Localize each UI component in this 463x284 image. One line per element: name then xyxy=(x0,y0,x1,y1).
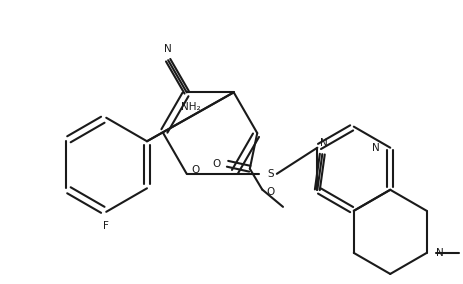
Text: N: N xyxy=(164,44,172,54)
Text: N: N xyxy=(371,143,379,153)
Text: O: O xyxy=(212,159,220,169)
Text: N: N xyxy=(319,138,327,148)
Text: F: F xyxy=(103,221,108,231)
Text: O: O xyxy=(266,187,274,197)
Text: S: S xyxy=(267,169,273,179)
Text: N: N xyxy=(435,248,442,258)
Text: O: O xyxy=(191,165,199,175)
Text: NH₂: NH₂ xyxy=(180,102,200,112)
